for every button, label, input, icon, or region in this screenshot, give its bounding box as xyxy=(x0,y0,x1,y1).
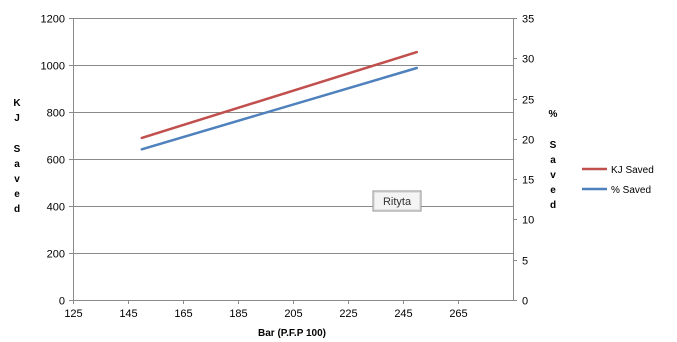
annotation-box: Rityta xyxy=(372,190,422,212)
y-tick-label: 0 xyxy=(59,296,65,308)
y2label-letter: d xyxy=(550,200,556,211)
ylabel-letter: d xyxy=(14,204,20,215)
legend-label: KJ Saved xyxy=(611,165,654,176)
left-axis-ticks: 0 200 400 600 800 1000 1200 xyxy=(41,14,73,308)
y2-tick-label: 30 xyxy=(522,54,534,66)
y2-axis-label: % S a v e d xyxy=(549,109,558,211)
ylabel-letter: J xyxy=(14,113,20,124)
ylabel-letter: K xyxy=(13,98,21,109)
gridlines xyxy=(73,18,513,254)
y2label-letter: v xyxy=(550,170,556,181)
y-tick-label: 800 xyxy=(47,108,65,120)
x-tick-label: 205 xyxy=(284,308,302,320)
ylabel-letter: S xyxy=(14,144,21,155)
ylabel-letter: a xyxy=(14,159,20,170)
y2-tick-label: 25 xyxy=(522,95,534,107)
y2label-letter: a xyxy=(550,155,556,166)
x-tick-label: 225 xyxy=(339,308,357,320)
y-tick-label: 400 xyxy=(47,202,65,214)
x-axis-ticks: 125 145 165 185 205 225 245 265 xyxy=(64,300,468,320)
y2-tick-label: 10 xyxy=(522,215,534,227)
y2-tick-label: 5 xyxy=(522,256,528,268)
annotation-text: Rityta xyxy=(383,196,412,208)
y-tick-label: 1200 xyxy=(41,14,65,26)
legend: KJ Saved % Saved xyxy=(582,165,654,196)
y2-tick-label: 15 xyxy=(522,175,534,187)
y-tick-label: 1000 xyxy=(41,61,65,73)
x-tick-label: 165 xyxy=(174,308,192,320)
y2-tick-label: 35 xyxy=(522,14,534,26)
series-line-0 xyxy=(140,50,419,140)
x-tick-label: 245 xyxy=(394,308,412,320)
x-axis-label: Bar (P.F.P 100) xyxy=(258,328,326,339)
series-lines xyxy=(140,50,419,151)
ylabel-letter: v xyxy=(14,174,20,185)
x-tick-label: 265 xyxy=(449,308,467,320)
y2label-letter: e xyxy=(550,185,556,196)
y-axis-label: K J S a v e d xyxy=(13,98,21,215)
y2label-letter: % xyxy=(549,109,558,120)
legend-label: % Saved xyxy=(611,185,651,196)
series-line-1 xyxy=(140,66,419,151)
y2label-letter: S xyxy=(550,140,557,151)
x-tick-label: 125 xyxy=(64,308,82,320)
y-tick-label: 200 xyxy=(47,249,65,261)
x-tick-label: 145 xyxy=(119,308,137,320)
y2-tick-label: 0 xyxy=(522,296,528,308)
right-axis-ticks: 0 5 10 15 20 25 30 35 xyxy=(513,14,534,308)
x-tick-label: 185 xyxy=(229,308,247,320)
y-tick-label: 600 xyxy=(47,155,65,167)
y2-tick-label: 20 xyxy=(522,135,534,147)
ylabel-letter: e xyxy=(14,189,20,200)
y2label-word: % xyxy=(549,109,558,120)
